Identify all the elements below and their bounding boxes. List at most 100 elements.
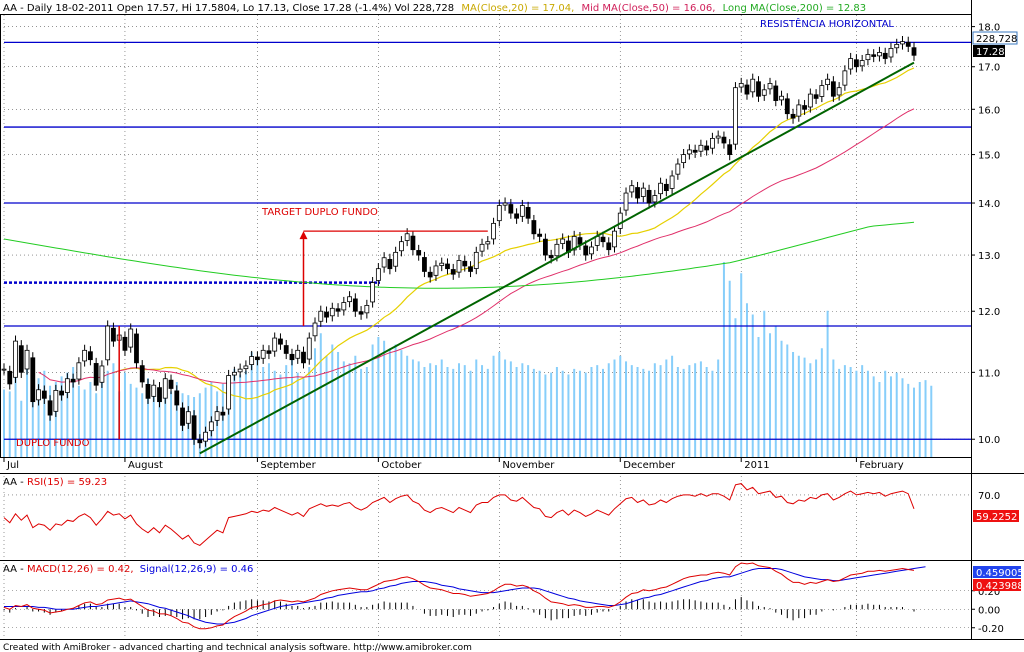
volume-bar (550, 372, 553, 457)
volume-bar (83, 389, 86, 457)
candle-down (813, 94, 819, 99)
candle-down (168, 379, 174, 389)
candle-down (854, 59, 859, 68)
volume-bar (901, 378, 904, 457)
volume-bar (8, 391, 11, 457)
candle-up (496, 205, 502, 222)
volume-bar (481, 365, 484, 457)
candle-up (214, 411, 220, 421)
volume-bar (452, 368, 455, 457)
candle-up (231, 371, 237, 376)
volume-bar (671, 355, 674, 457)
volume-bar (774, 325, 777, 457)
volume-bar (164, 389, 167, 457)
candle-up (698, 144, 704, 152)
candle-down (744, 84, 750, 95)
candle-down (174, 390, 180, 406)
candle-down (784, 98, 790, 115)
volume-bar (319, 333, 322, 457)
candle-down (462, 260, 468, 267)
volume-bar (630, 365, 633, 457)
x-axis-label-5: December (623, 460, 676, 471)
candle-down (525, 207, 531, 219)
volume-bar (601, 368, 604, 457)
candle-down (583, 245, 589, 256)
candle-up (710, 138, 715, 149)
volume-bar (878, 382, 881, 457)
volume-bar (866, 370, 869, 457)
x-axis-label-6: 2011 (744, 460, 769, 471)
volume-bar (889, 376, 892, 457)
volume-bar (613, 359, 616, 457)
resistance-label: RESISTÊNCIA HORIZONTAL (760, 17, 894, 30)
candle-down (70, 378, 76, 383)
rsi-badge-text: 59.2252 (976, 512, 1017, 523)
candle-down (450, 269, 456, 275)
volume-bar (930, 385, 933, 457)
volume-bar (3, 389, 5, 457)
volume-bar (279, 374, 282, 457)
volume-bar (855, 370, 858, 457)
price-y-tick-2: 12.0 (978, 307, 1000, 318)
volume-bar (429, 363, 432, 457)
price-y-tick-4: 14.0 (978, 199, 1000, 210)
candle-up (64, 378, 70, 393)
volume-bar (72, 367, 75, 457)
volume-bar (112, 363, 115, 457)
candle-up (623, 192, 629, 211)
volume-bar (152, 385, 155, 457)
target-arrow-head (299, 231, 308, 240)
candle-down (197, 439, 203, 444)
ma50-line (38, 108, 915, 384)
volume-bar (872, 376, 875, 457)
volume-bar (492, 355, 495, 457)
volume-bar (769, 333, 772, 457)
candle-up (243, 365, 249, 370)
volume-bar (100, 378, 103, 457)
volume-bar (653, 363, 656, 457)
candle-up (203, 431, 208, 442)
price-y-tick-0: 10.0 (978, 435, 1000, 446)
volume-bar (734, 318, 737, 457)
candle-up (393, 251, 399, 267)
candle-down (790, 113, 796, 119)
volume-bar (797, 355, 800, 457)
volume-bar (227, 378, 230, 457)
volume-bar (590, 367, 593, 457)
candle-down (278, 338, 283, 345)
candle-up (848, 58, 854, 70)
volume-bar (417, 361, 420, 457)
candle-up (836, 87, 842, 96)
volume-bar (688, 365, 691, 457)
candle-up (894, 43, 900, 49)
volume-bar (314, 348, 317, 457)
volume-bar (763, 310, 766, 457)
volume-bar (498, 352, 501, 457)
candle-up (865, 54, 871, 61)
candle-down (122, 336, 128, 351)
candle-down (18, 345, 24, 373)
volume-bar (31, 393, 34, 457)
volume-bar (239, 374, 242, 457)
candle-down (721, 136, 727, 144)
rsi-plot: 70.0 (3, 476, 1000, 558)
candle-up (399, 241, 404, 252)
volume-bar (43, 370, 46, 457)
candle-up (519, 205, 525, 217)
volume-bar (792, 352, 795, 457)
rsi-badge: 59.2252 (973, 510, 1019, 523)
volume-bar (325, 355, 328, 457)
volume-bar (573, 368, 576, 457)
rsi-header-label: RSI(15) = 59.23 (27, 477, 107, 488)
volume-bar (642, 368, 645, 457)
candle-down (911, 47, 917, 56)
candle-down (445, 263, 450, 270)
macd-signal-badge-text: 0.459005 (976, 568, 1024, 579)
macd-badge: 0.423988 (973, 579, 1024, 592)
candle-down (139, 365, 145, 383)
volume-bar (521, 363, 524, 457)
candle-down (134, 333, 139, 364)
rsi-header-prefix: AA - (3, 477, 27, 488)
candle-up (370, 282, 376, 303)
